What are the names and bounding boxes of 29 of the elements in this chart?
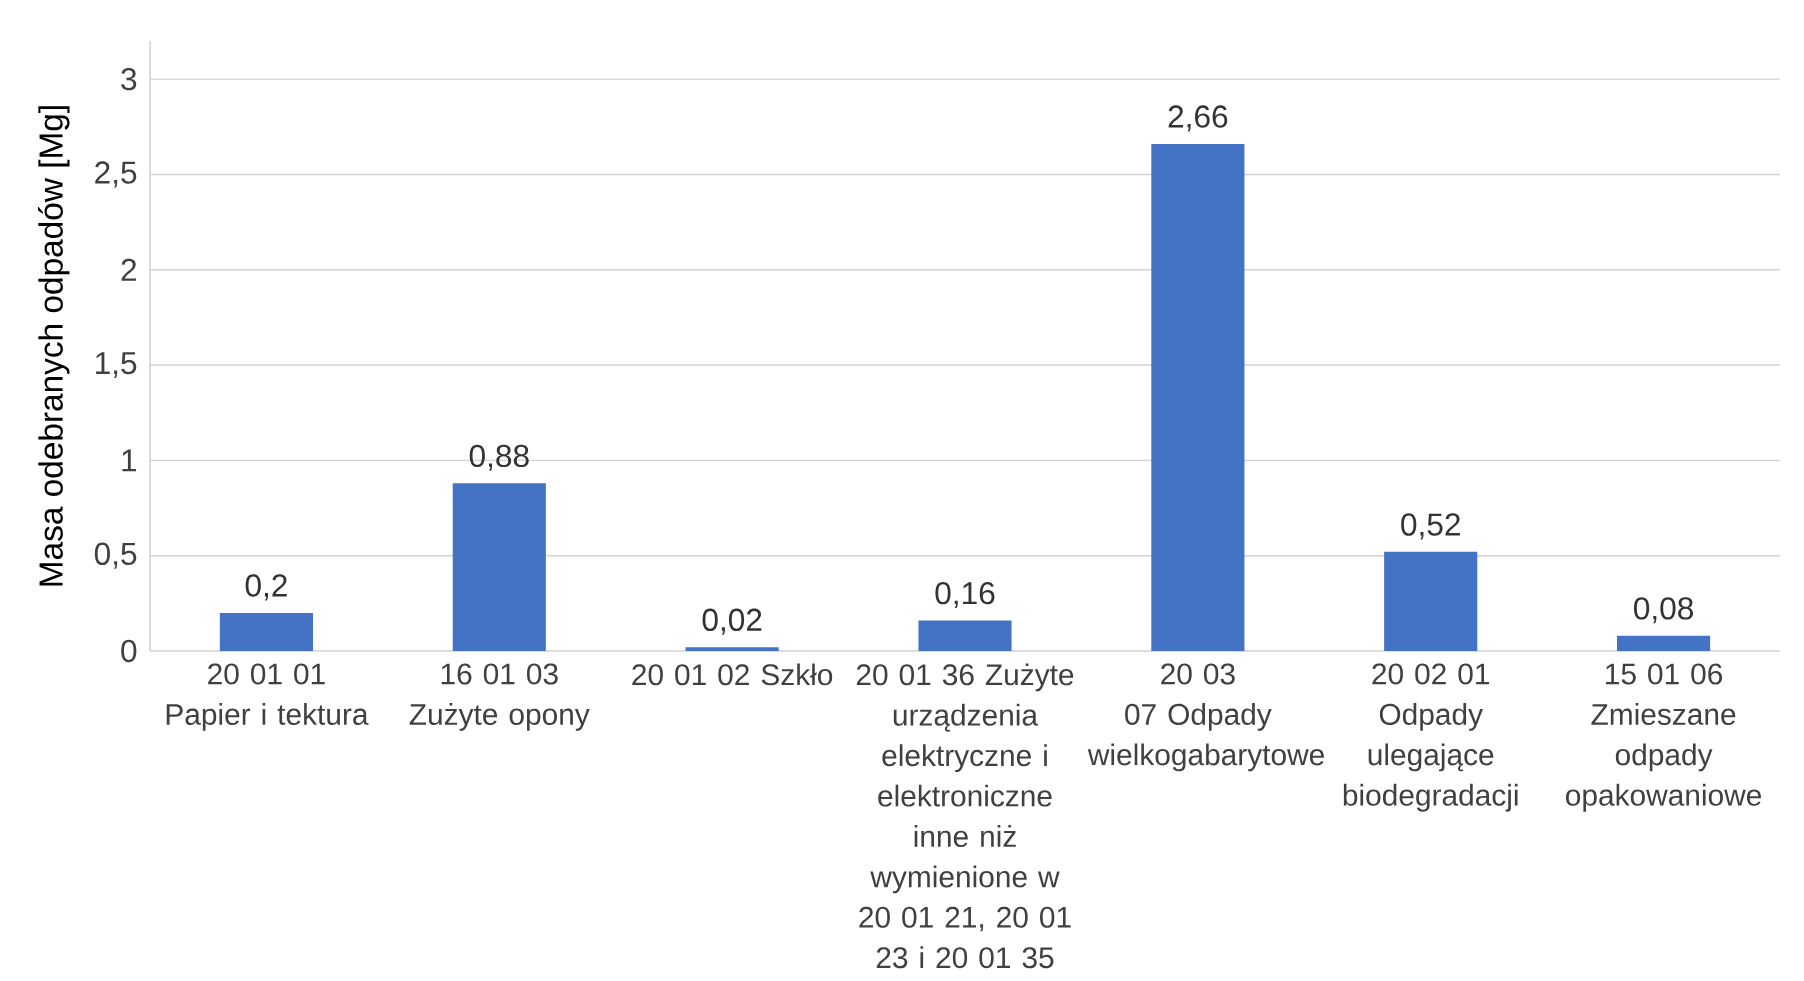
x-tick-label: 20 03 07 Odpady wielkogabarytowe <box>1087 663 1324 772</box>
data-label: 2,66 <box>1168 105 1228 132</box>
bar <box>219 612 314 651</box>
bar <box>685 647 779 651</box>
x-tick-label: 20 01 01 Papier i tektura <box>166 663 369 731</box>
y-tick-label: 0,5 <box>94 542 137 569</box>
y-tick-label: 1 <box>122 449 137 472</box>
y-tick-label: 2,5 <box>95 161 137 188</box>
y-tick-label: 2 <box>121 258 136 281</box>
data-label: 0,08 <box>1634 597 1693 624</box>
y-tick-label: 3 <box>121 67 137 91</box>
x-tick-label: 20 01 02 Szkło <box>632 663 833 686</box>
bar <box>1617 635 1711 651</box>
y-tick-label: 0 <box>121 639 137 663</box>
bar <box>452 483 546 651</box>
bar <box>1151 143 1245 651</box>
bar <box>918 620 1012 651</box>
data-label: 0,16 <box>935 581 995 609</box>
x-tick-label: 15 01 06 Zmieszane odpady opakowaniowe <box>1566 663 1761 812</box>
x-tick-label: 20 01 36 Zużyte urządzenia elektryczne i elektroniczne inne niż wymienione w 20 01 21, 20 01 23 i 20 01 35 <box>856 663 1074 969</box>
x-tick-label: 16 01 03 Zużyte opony <box>409 663 590 731</box>
x-tick-label: 20 02 01 Odpady ulegające biodegradacji <box>1343 663 1518 812</box>
data-label: 0,52 <box>1401 513 1460 540</box>
data-label: 0,2 <box>245 574 287 601</box>
data-label: 0,88 <box>469 444 529 471</box>
y-tick-label: 1,5 <box>96 352 137 378</box>
y-axis-title: Masa odebranych odpadów [Mg] <box>37 106 70 586</box>
data-label: 0,02 <box>702 608 762 635</box>
bar <box>1384 551 1478 651</box>
